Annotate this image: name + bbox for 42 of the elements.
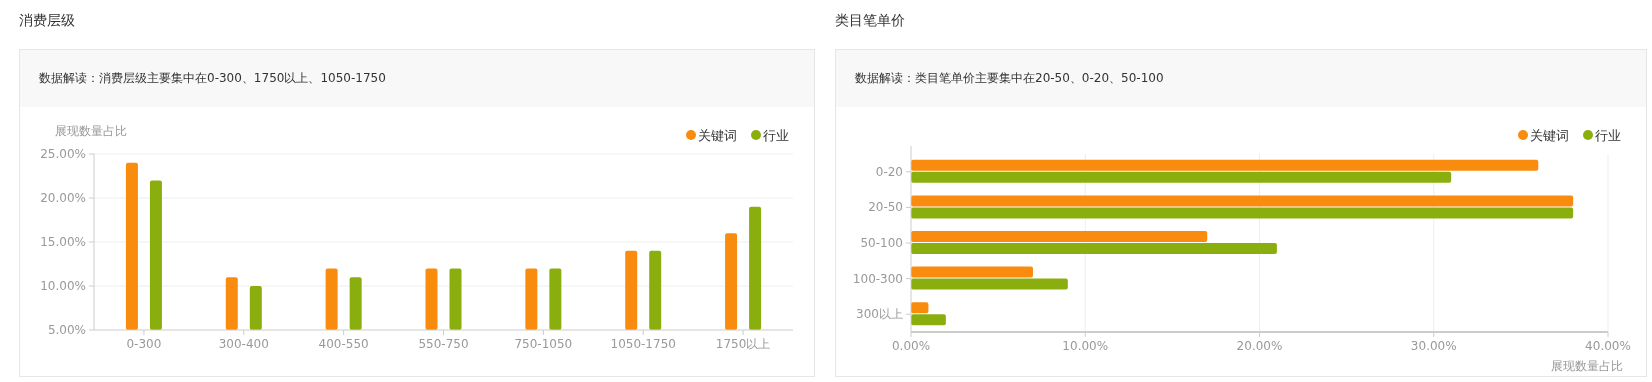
y-tick-label: 50-100 <box>860 236 903 250</box>
chart-title: 类目笔单价 <box>835 12 905 28</box>
bar <box>911 159 1539 171</box>
bar <box>911 314 946 326</box>
bar <box>911 195 1574 207</box>
legend-label: 行业 <box>1595 128 1621 143</box>
bar <box>911 266 1033 278</box>
x-tick-label: 0.00% <box>891 339 931 353</box>
chart-subtitle: 数据解读：类目笔单价主要集中在20-50、0-20、50-100 <box>855 71 1164 85</box>
x-tick-label: 0-300 <box>126 337 162 351</box>
bar <box>911 302 929 314</box>
legend-label: 关键词 <box>1530 128 1569 143</box>
chart-subtitle: 数据解读：消费层级主要集中在0-300、1750以上、1050-1750 <box>39 71 386 85</box>
y-axis-title: 展现数量占比 <box>55 124 127 138</box>
x-tick-label: 750-1050 <box>514 337 573 351</box>
legend-label: 关键词 <box>698 128 737 143</box>
x-tick-label: 30.00% <box>1410 339 1457 353</box>
x-axis-title: 展现数量占比 <box>1551 359 1623 373</box>
y-tick-label: 20.00% <box>40 191 86 205</box>
y-tick-label: 5.00% <box>47 323 86 337</box>
x-tick-label: 1750以上 <box>715 337 771 351</box>
bar <box>911 231 1208 242</box>
y-tick-label: 300以上 <box>856 307 903 322</box>
y-tick-label: 100-300 <box>852 271 903 286</box>
x-tick-label: 10.00% <box>1062 339 1109 353</box>
y-tick-label: 20-50 <box>868 200 903 215</box>
y-tick-label: 15.00% <box>40 235 86 249</box>
x-tick-label: 550-750 <box>418 337 469 351</box>
bar <box>911 207 1574 219</box>
bar <box>911 278 1068 290</box>
y-tick-label: 25.00% <box>40 147 86 161</box>
bar <box>911 243 1277 254</box>
x-tick-label: 40.00% <box>1585 339 1631 353</box>
bar <box>911 171 1452 183</box>
y-tick-label: 10.00% <box>40 279 86 293</box>
chart-title: 消费层级 <box>19 12 75 28</box>
x-tick-label: 1050-1750 <box>610 337 676 351</box>
x-tick-label: 300-400 <box>218 337 269 351</box>
legend-label: 行业 <box>763 128 789 143</box>
x-tick-label: 20.00% <box>1236 339 1283 353</box>
y-tick-label: 0-20 <box>875 164 903 179</box>
x-tick-label: 400-550 <box>318 337 369 351</box>
